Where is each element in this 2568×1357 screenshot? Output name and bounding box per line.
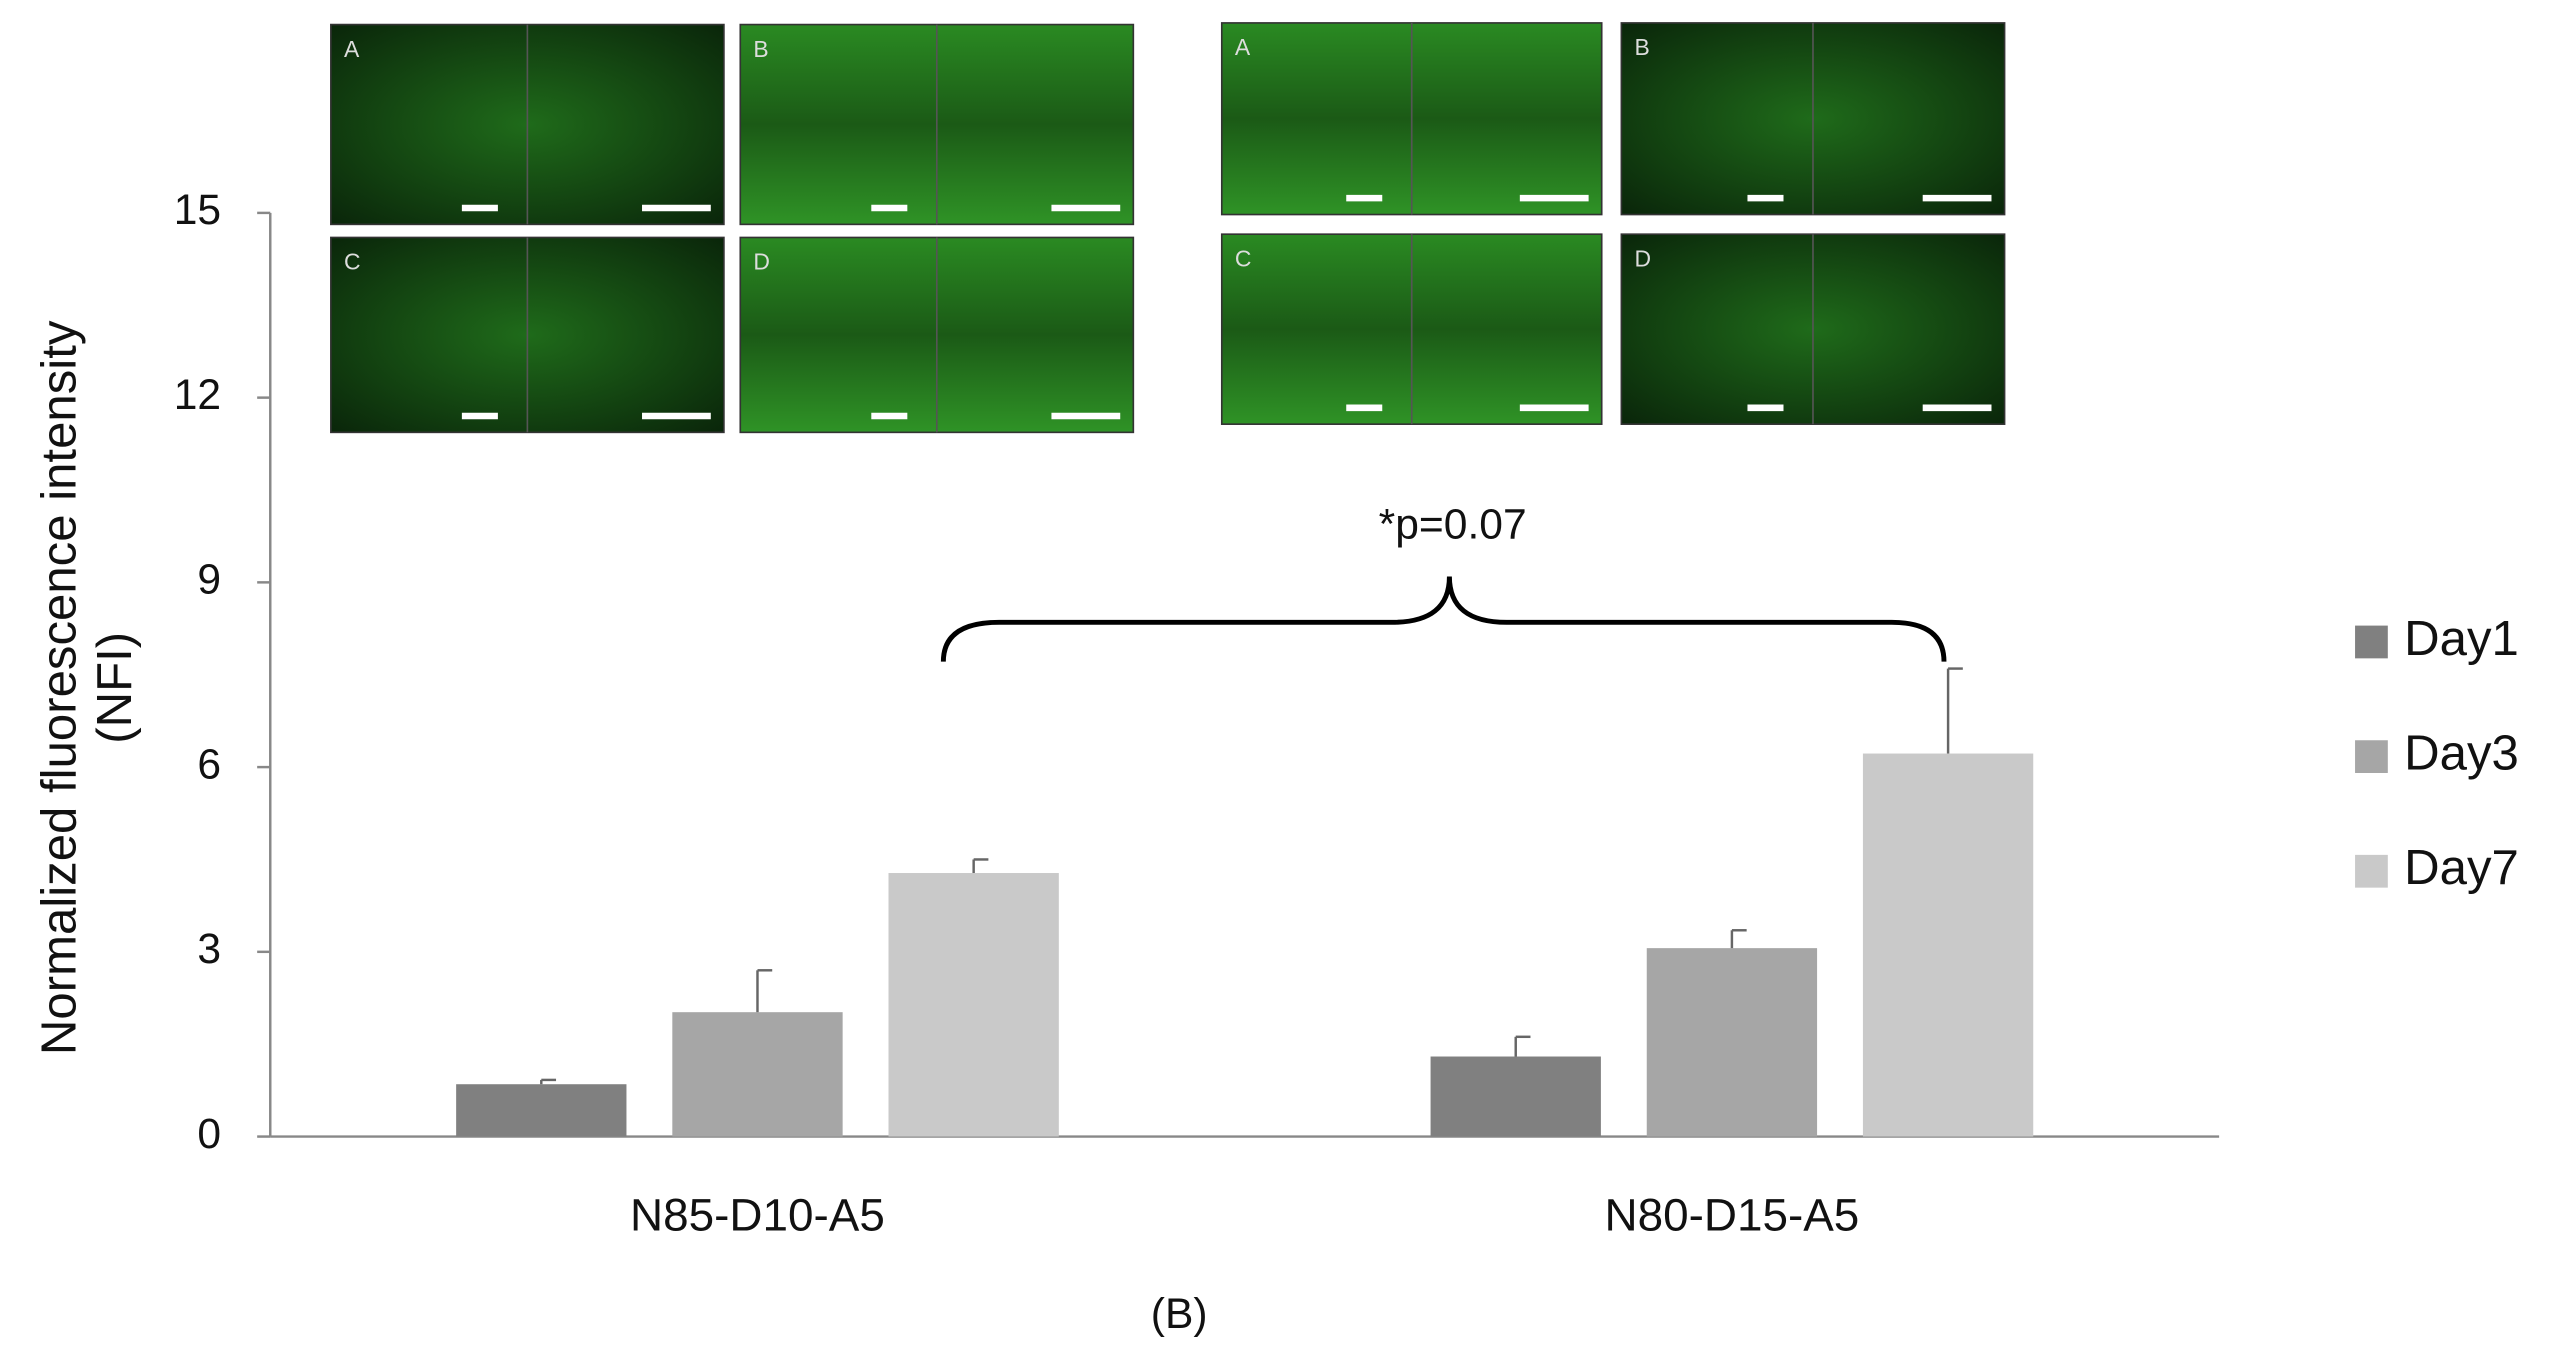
x-tick-label: N80-D15-A5 [1605,1189,1860,1241]
y-tick-label: 12 [174,371,221,419]
panel-label: B [753,36,768,62]
legend-swatch [2355,625,2388,659]
legend-label: Day1 [2404,612,2519,666]
panel-label: B [1634,34,1649,60]
panel-label: A [1235,34,1251,60]
y-label-line: (NFI) [88,632,142,744]
significance-brace [940,576,1947,662]
x-tick-label: N85-D10-A5 [630,1189,885,1241]
micrograph-insets: A B C D A B C D [330,22,2006,434]
error-bar [1946,667,1963,754]
caption: (B) [1151,1290,1208,1338]
panel-label: D [753,249,770,275]
panel-label: C [344,249,361,275]
panel-label: A [344,36,360,62]
y-tick-label: 6 [197,740,221,788]
error-bar [972,858,989,874]
y-tick-label: 0 [197,1110,221,1158]
error-bar [1514,1035,1531,1057]
panel-label: D [1634,245,1651,271]
y-tick-label: 9 [197,556,221,604]
error-bar [1730,929,1747,949]
panel-label: C [1235,245,1252,271]
y-axis-title: Normalized fluorescence intensity (NFI) [32,320,142,1055]
legend-label: Day7 [2404,841,2519,895]
y-tick-label: 3 [197,925,221,973]
legend-swatch [2355,854,2388,888]
bar [672,1012,843,1137]
error-bar [756,969,773,1013]
y-label-line: Normalized fluorescence intensity [32,320,86,1055]
bar [456,1084,627,1137]
legend-swatch [2355,740,2388,773]
legend-label: Day3 [2404,727,2519,781]
bar [1646,948,1818,1137]
bar [1862,753,2034,1137]
error-bar [540,1078,557,1085]
bar [888,873,1059,1137]
bar [1430,1056,1601,1137]
y-tick-label: 15 [174,186,221,234]
annotation: *p=0.07 [1379,501,1527,549]
